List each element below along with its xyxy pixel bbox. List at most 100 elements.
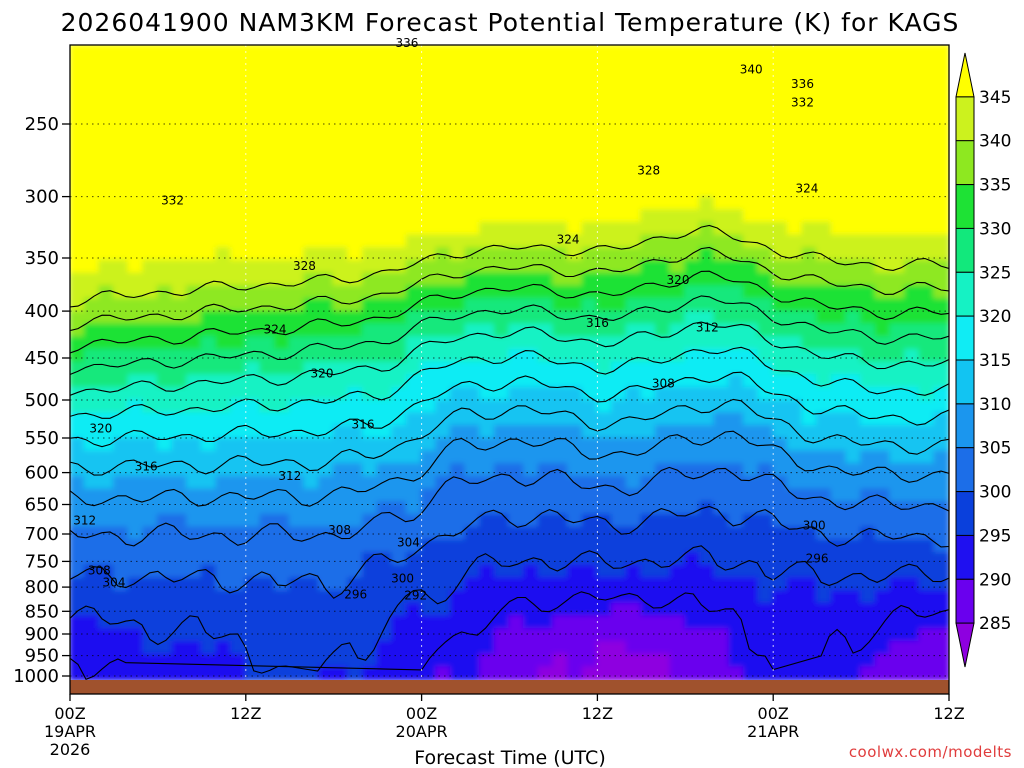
field-cell <box>757 374 775 389</box>
contour-line-316 <box>70 371 949 448</box>
field-cell <box>757 526 775 542</box>
contour-label: 312 <box>73 514 96 528</box>
field-cell <box>816 437 833 453</box>
field-cell <box>479 666 496 680</box>
field-cell <box>288 234 306 250</box>
field-cell <box>171 94 189 110</box>
field-cell <box>816 171 833 186</box>
field-cell <box>757 247 775 262</box>
field-cell <box>742 513 760 529</box>
field-cell <box>655 425 672 440</box>
field-cell <box>449 653 467 669</box>
field-cell <box>757 171 775 186</box>
field-cell <box>860 171 877 186</box>
field-cell <box>801 475 819 491</box>
field-cell <box>332 501 350 516</box>
field-cell <box>420 298 438 313</box>
field-cell <box>230 209 247 224</box>
field-cell <box>655 171 672 186</box>
field-cell <box>288 145 306 161</box>
field-cell <box>171 539 189 554</box>
field-cell <box>230 552 247 567</box>
field-cell <box>845 120 863 135</box>
field-cell <box>259 361 277 377</box>
field-cell <box>259 56 277 72</box>
field-cell <box>860 310 877 326</box>
field-cell <box>596 82 613 97</box>
field-cell <box>611 145 628 161</box>
field-cell <box>669 94 687 110</box>
field-cell <box>113 196 130 212</box>
field-cell <box>552 285 570 300</box>
field-cell <box>699 336 716 351</box>
field-cell <box>860 348 877 364</box>
field-cell <box>464 82 482 97</box>
plot-frame <box>69 44 950 695</box>
colorbar-min-triangle <box>955 622 975 668</box>
field-cell <box>156 132 174 148</box>
field-cell <box>464 120 482 135</box>
field-cell <box>303 412 320 427</box>
field-cell <box>816 564 833 580</box>
field-cell <box>83 539 101 554</box>
pressure-tick-label: 250 <box>25 114 59 135</box>
field-cell <box>244 45 262 59</box>
field-cell <box>874 463 892 478</box>
field-cell <box>113 628 130 643</box>
field-cell <box>816 539 833 554</box>
field-cell <box>171 196 189 212</box>
field-cell <box>244 615 262 631</box>
field-cell <box>581 526 599 542</box>
field-cell <box>318 171 335 186</box>
field-cell <box>259 120 277 135</box>
contour-label: 316 <box>586 316 609 330</box>
field-cell <box>83 247 101 262</box>
field-cell <box>625 221 643 237</box>
field-cell <box>845 323 863 339</box>
field-cell <box>70 450 86 466</box>
field-cell <box>728 348 745 364</box>
field-cell <box>244 272 262 288</box>
field-cell <box>171 577 189 593</box>
field-cell <box>156 209 174 224</box>
field-cell <box>405 463 423 478</box>
field-cell <box>874 450 892 466</box>
field-cell <box>713 272 731 288</box>
field-cell <box>830 171 848 186</box>
field-cell <box>757 285 775 300</box>
field-cell <box>376 285 394 300</box>
field-cell <box>244 628 262 643</box>
field-cell <box>933 285 949 300</box>
field-cell <box>655 94 672 110</box>
field-cell <box>889 399 906 415</box>
field-cell <box>171 412 189 427</box>
field-cell <box>757 615 775 631</box>
field-cell <box>127 285 145 300</box>
field-cell <box>508 463 526 478</box>
field-cell <box>860 602 877 618</box>
field-cell <box>640 666 657 680</box>
field-cell <box>684 272 701 288</box>
field-cell <box>332 158 350 173</box>
colorbar-segment <box>955 359 975 405</box>
field-cell <box>552 475 570 491</box>
field-cell <box>581 323 599 339</box>
field-cell <box>274 412 291 427</box>
field-cell <box>391 82 408 97</box>
field-cell <box>581 209 599 224</box>
field-cell <box>435 221 452 237</box>
field-cell <box>215 501 233 516</box>
field-cell <box>508 145 526 161</box>
field-cell <box>845 615 863 631</box>
field-cell <box>699 158 716 173</box>
field-cell <box>362 348 379 364</box>
field-cell <box>845 45 863 59</box>
field-cell <box>713 577 731 593</box>
field-cell <box>156 145 174 161</box>
field-cell <box>830 272 848 288</box>
field-cell <box>567 234 584 250</box>
field-cell <box>772 336 789 351</box>
contour-label: 324 <box>264 323 287 337</box>
field-cell <box>186 82 203 97</box>
field-cell <box>449 120 467 135</box>
